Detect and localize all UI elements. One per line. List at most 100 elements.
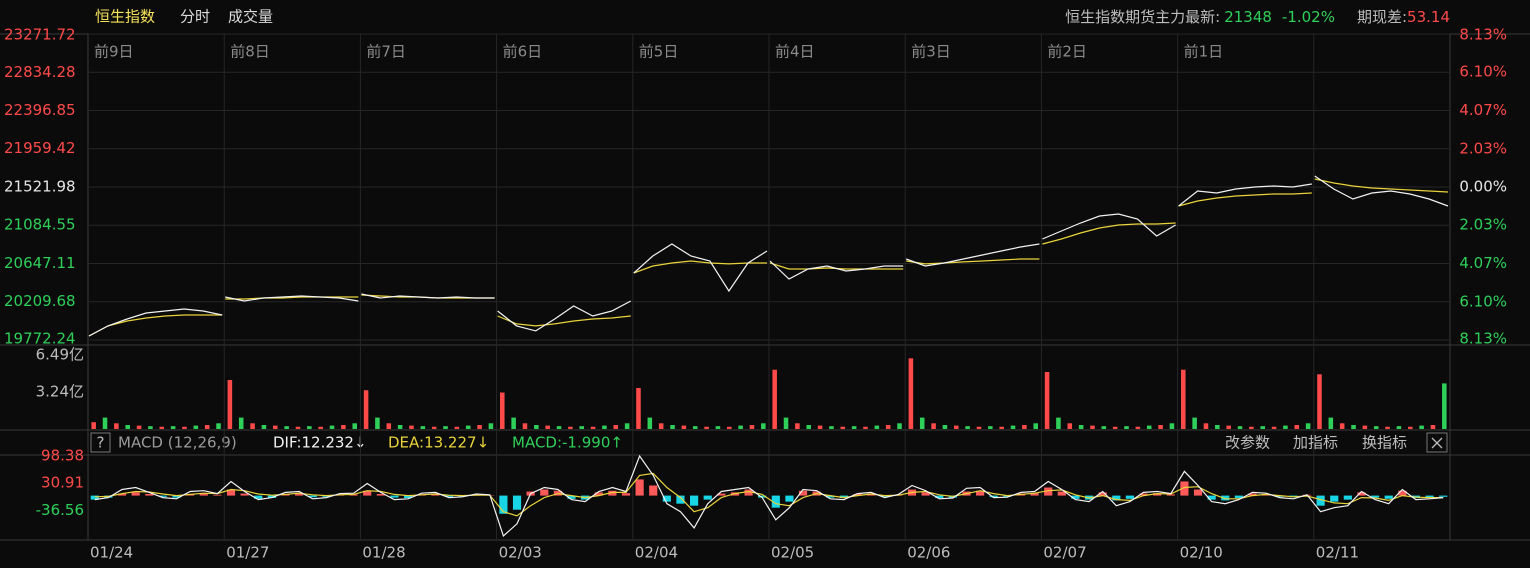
macd-bar bbox=[635, 479, 644, 496]
volume-bar bbox=[534, 425, 539, 429]
macd-bar bbox=[1030, 493, 1039, 496]
volume-bar bbox=[307, 426, 312, 429]
tab[interactable]: 分时 bbox=[180, 8, 210, 26]
y-tick-label: 22834.28 bbox=[4, 63, 76, 81]
help-button[interactable] bbox=[90, 432, 111, 453]
volume-bar bbox=[261, 425, 267, 429]
volume-bar bbox=[193, 425, 199, 429]
macd-bar bbox=[1044, 487, 1053, 496]
volume-bar bbox=[602, 425, 607, 429]
volume-bar bbox=[613, 425, 619, 429]
volume-bar bbox=[477, 425, 482, 429]
volume-bar bbox=[568, 426, 573, 429]
futures-change: -1.02% bbox=[1282, 8, 1335, 26]
macd-bar bbox=[649, 485, 658, 496]
y-tick-label: 20647.11 bbox=[4, 254, 76, 272]
volume-bar bbox=[170, 426, 176, 429]
button[interactable]: 改参数 bbox=[1225, 434, 1270, 452]
y2-tick-label: 4.07% bbox=[1459, 101, 1507, 119]
y-tick-label: 21959.42 bbox=[4, 139, 76, 157]
y-tick-label: 22396.85 bbox=[4, 101, 76, 119]
volume-bar bbox=[148, 426, 153, 429]
macd-bar bbox=[199, 493, 208, 496]
price-line bbox=[1178, 183, 1312, 207]
volume-bar bbox=[1396, 426, 1402, 429]
y2-tick-label: 6.10% bbox=[1459, 292, 1507, 310]
help-icon[interactable]: ? bbox=[97, 434, 105, 452]
y-tick-label: 23271.72 bbox=[4, 26, 76, 44]
average-line bbox=[906, 258, 1040, 265]
volume-bar bbox=[988, 426, 993, 429]
macd-bar bbox=[1193, 489, 1203, 496]
price-line bbox=[361, 293, 495, 299]
y-tick-label: -36.56 bbox=[36, 501, 84, 519]
macd-bar bbox=[158, 495, 167, 497]
indicator-title: MACD (12,26,9) bbox=[118, 434, 237, 452]
volume-bar bbox=[1249, 426, 1254, 429]
macd-bar bbox=[1248, 493, 1257, 496]
close-button[interactable] bbox=[1426, 432, 1448, 453]
macd-bar bbox=[90, 495, 99, 500]
volume-bar bbox=[500, 392, 505, 429]
volume-bar bbox=[1146, 425, 1152, 429]
y-tick-label: 30.91 bbox=[41, 474, 84, 492]
macd-bar bbox=[1425, 495, 1434, 498]
volume-bar bbox=[851, 426, 857, 429]
y-tick-label: 20209.68 bbox=[4, 292, 76, 310]
macd-bar bbox=[839, 495, 848, 499]
volume-bar bbox=[375, 417, 380, 429]
dif-line bbox=[94, 454, 1444, 538]
macd-bar bbox=[976, 490, 985, 496]
volume-bar bbox=[1135, 426, 1141, 429]
button[interactable]: 换指标 bbox=[1362, 434, 1407, 452]
macd-bar bbox=[1125, 495, 1135, 499]
volume-bar bbox=[908, 358, 914, 429]
macd-bar bbox=[1112, 495, 1121, 501]
macd-bar bbox=[798, 490, 808, 496]
macd-bar bbox=[240, 493, 249, 496]
volume-bar bbox=[1408, 426, 1413, 429]
x-tick-label: 02/06 bbox=[907, 544, 950, 562]
volume-bar bbox=[386, 423, 392, 429]
volume-bar bbox=[624, 423, 630, 429]
volume-bar bbox=[363, 390, 369, 429]
volume-bar bbox=[1271, 426, 1277, 429]
macd-bar bbox=[690, 495, 699, 506]
average-line bbox=[497, 315, 631, 327]
day-label: 前1日 bbox=[1184, 43, 1224, 61]
y-tick-label: 6.49亿 bbox=[36, 346, 84, 364]
y2-tick-label: 8.13% bbox=[1459, 330, 1507, 348]
volume-bar bbox=[1112, 426, 1118, 429]
chart-title: 恒生指数 bbox=[95, 8, 155, 26]
volume-bar bbox=[159, 426, 165, 429]
y2-tick-label: 2.03% bbox=[1459, 216, 1507, 234]
macd-bar bbox=[717, 493, 726, 496]
macd-bar bbox=[444, 495, 454, 497]
macd-bar bbox=[621, 493, 631, 496]
y-tick-label: 19772.24 bbox=[4, 330, 76, 348]
button[interactable]: 加指标 bbox=[1293, 434, 1338, 452]
volume-bar bbox=[443, 426, 448, 429]
price-line bbox=[633, 243, 768, 293]
macd-bar bbox=[1357, 492, 1366, 496]
volume-bar bbox=[692, 426, 698, 429]
volume-bar bbox=[341, 425, 346, 429]
dea-label: DEA:13.227↓ bbox=[388, 434, 489, 452]
macd-bar bbox=[608, 490, 617, 496]
volume-bar bbox=[431, 426, 437, 429]
volume-bar bbox=[1090, 425, 1095, 429]
volume-bar bbox=[1385, 426, 1390, 429]
volume-bar bbox=[1169, 423, 1175, 429]
volume-bar bbox=[204, 425, 210, 429]
volume-bar bbox=[1203, 423, 1209, 429]
volume-bar bbox=[238, 417, 244, 429]
tab[interactable]: 成交量 bbox=[228, 8, 273, 26]
macd-bar bbox=[1221, 495, 1230, 501]
volume-bar bbox=[545, 425, 550, 429]
volume-bar bbox=[681, 425, 687, 429]
volume-bar bbox=[1078, 425, 1084, 429]
volume-bar bbox=[420, 426, 426, 429]
close-icon[interactable] bbox=[1431, 437, 1443, 449]
volume-bar bbox=[102, 417, 108, 429]
basis-label: 期现差: bbox=[1357, 8, 1407, 26]
